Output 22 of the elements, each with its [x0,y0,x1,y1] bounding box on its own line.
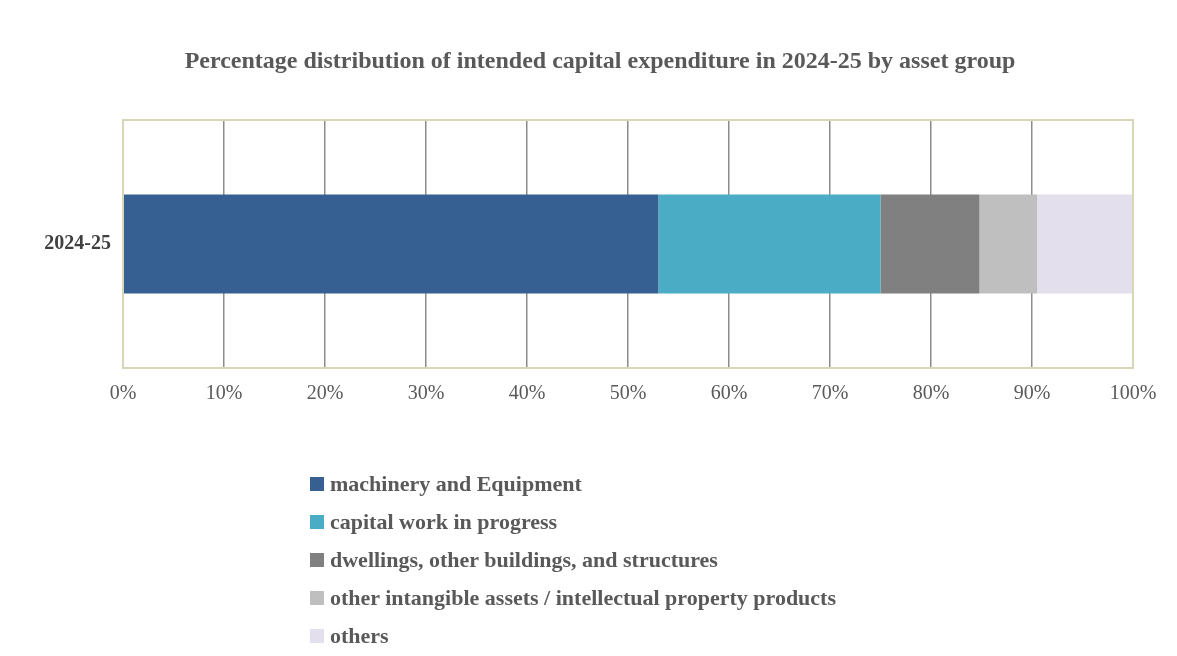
x-tick-label: 30% [407,381,445,404]
y-tick-label: 2024-25 [44,231,111,254]
x-tick-label: 60% [710,381,748,404]
bar [979,194,1038,294]
x-tick-label: 70% [811,381,849,404]
x-tick-label: 100% [1109,381,1157,404]
x-tick-label: 40% [508,381,546,404]
legend-label: other intangible assets / intellectual property products [330,585,836,611]
x-tick-label: 10% [205,381,243,404]
legend-label: others [330,623,389,649]
legend-label: capital work in progress [330,509,558,535]
chart-title: Percentage distribution of intended capital expenditure in 2024-25 by asset group [183,46,1017,75]
legend-label: machinery and Equipment [330,471,582,497]
bar [1037,194,1133,294]
x-tick-label: 0% [109,381,137,404]
x-tick-label: 50% [609,381,647,404]
legend-label: dwellings, other buildings, and structures [330,547,718,573]
x-tick-label: 90% [1013,381,1051,404]
bar [123,194,659,294]
x-tick-label: 20% [306,381,344,404]
x-tick-label: 80% [912,381,950,404]
bar [658,194,881,294]
